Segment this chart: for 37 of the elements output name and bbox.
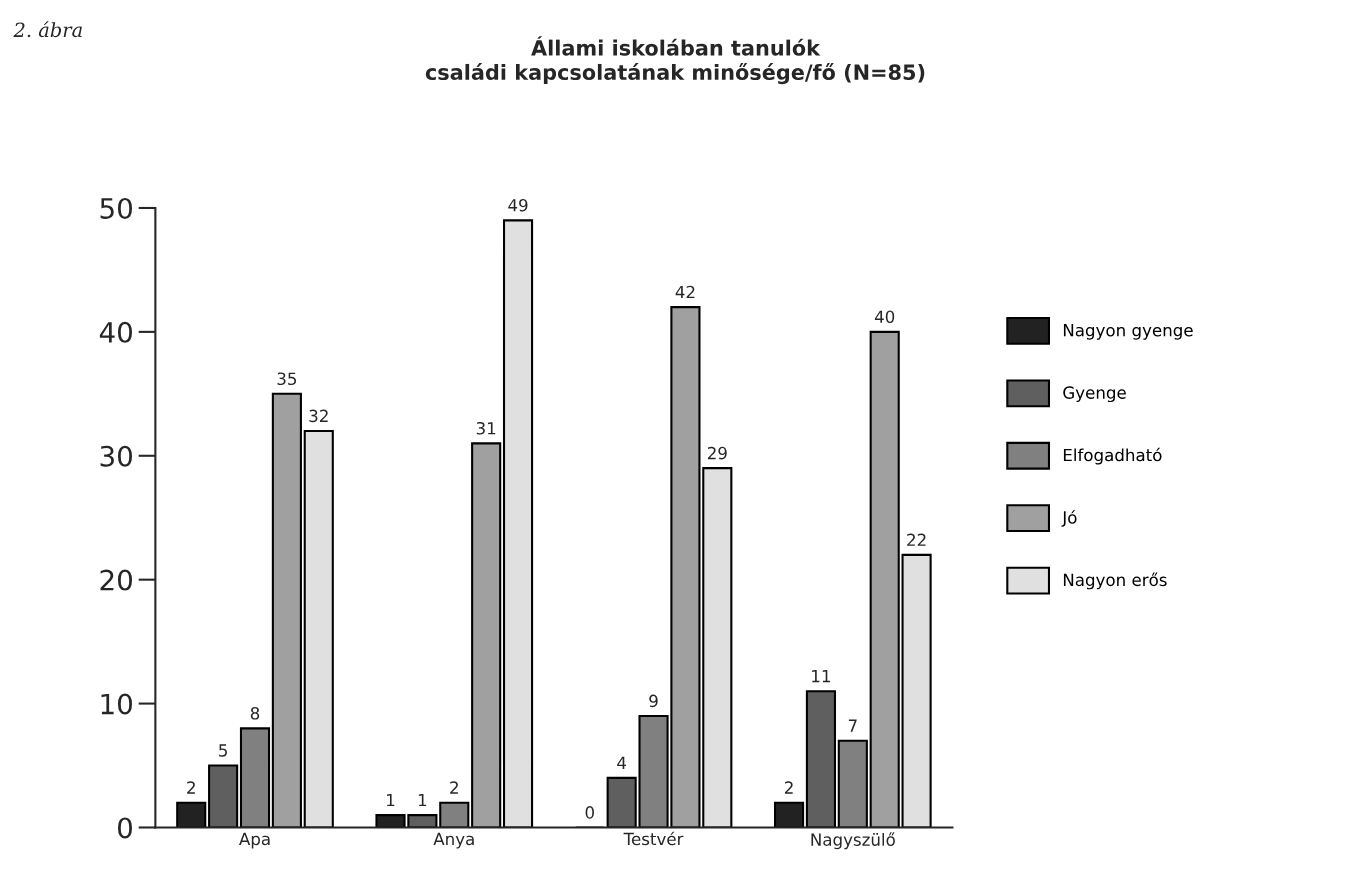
x-tick-label: Nagyszülő [811, 832, 895, 850]
data-label: 1 [387, 793, 395, 807]
legend-label: Jó [1061, 510, 1077, 527]
data-label: 29 [707, 446, 727, 460]
legend-label: Nagyon erős [1063, 572, 1167, 590]
y-tick-label: 50 [100, 197, 132, 219]
chart-title: Állami iskolában tanulók családi kapcsolatának minősége/fő (N=85) [425, 36, 925, 85]
data-label: 5 [219, 744, 227, 757]
text: 2. ábra [13, 21, 82, 38]
data-label: 22 [907, 533, 926, 546]
data-label: 42 [675, 285, 695, 299]
data-label: 2 [784, 781, 793, 794]
data-label: 8 [250, 706, 260, 720]
data-label: 35 [277, 372, 297, 386]
y-tick-label: 40 [99, 321, 132, 343]
data-label: 1 [418, 793, 427, 807]
data-label: 2 [450, 781, 458, 794]
data-label: 32 [309, 409, 328, 423]
data-label: 0 [585, 806, 594, 819]
legend-label: Gyenge [1063, 386, 1126, 403]
data-label: 4 [617, 756, 627, 769]
y-tick-label: 20 [100, 569, 132, 591]
data-label: 40 [874, 310, 895, 324]
data-label: 31 [476, 421, 496, 435]
legend-label: Nagyon gyenge [1063, 324, 1193, 340]
y-tick-label: 30 [100, 445, 132, 467]
x-tick-label: Testvér [623, 831, 684, 846]
y-tick-label: 10 [101, 693, 132, 715]
data-label: 49 [508, 198, 528, 212]
data-label: 2 [187, 781, 195, 794]
data-label: 9 [649, 694, 658, 708]
legend-label: Elfogadható [1063, 447, 1162, 465]
data-label: 7 [848, 719, 857, 732]
x-tick-label: Apa [239, 832, 270, 849]
y-tick-label: 0 [118, 817, 132, 839]
x-tick-label: Anya [433, 832, 474, 849]
data-label: 11 [812, 670, 830, 683]
